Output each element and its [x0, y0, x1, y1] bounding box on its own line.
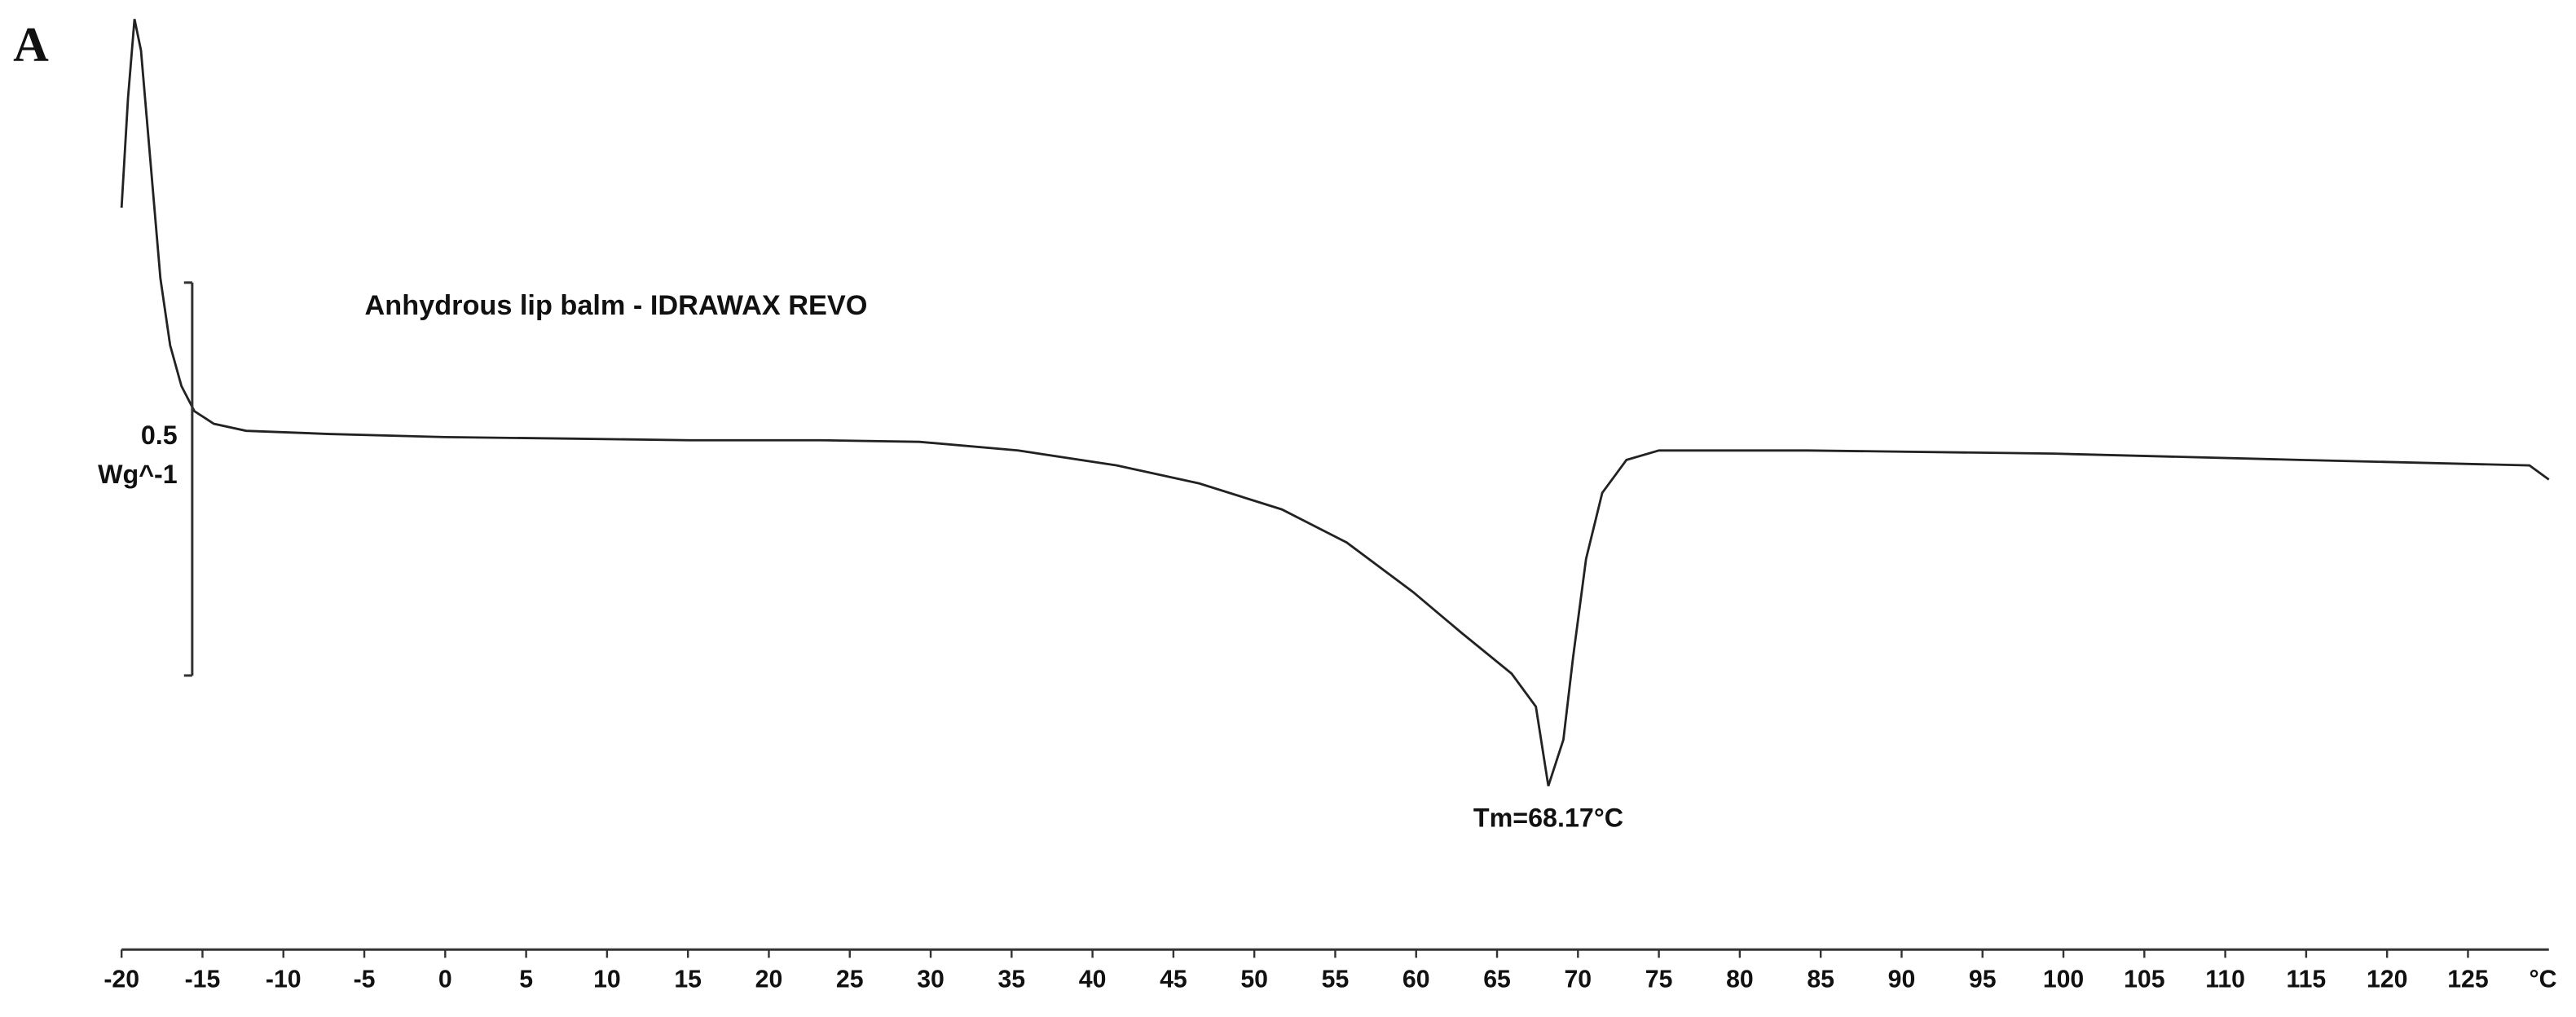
- panel-label: A: [13, 17, 49, 72]
- x-tick-label: 120: [2367, 966, 2407, 993]
- x-tick-label: 95: [1969, 966, 1997, 993]
- annotation: Tm=68.17°C: [1473, 803, 1623, 833]
- x-tick-label: 10: [593, 966, 621, 993]
- x-tick-label: 125: [2447, 966, 2488, 993]
- x-tick-label: -10: [266, 966, 302, 993]
- x-tick-label: 50: [1240, 966, 1268, 993]
- x-tick-label: 15: [674, 966, 702, 993]
- x-tick-label: 25: [836, 966, 864, 993]
- x-tick-label: 70: [1565, 966, 1592, 993]
- x-tick-label: 65: [1483, 966, 1511, 993]
- chart-title: Anhydrous lip balm - IDRAWAX REVO: [365, 290, 868, 321]
- x-tick-label: 40: [1079, 966, 1107, 993]
- x-tick-label: -20: [103, 966, 139, 993]
- x-tick-label: 35: [998, 966, 1026, 993]
- x-tick-label: 0: [438, 966, 452, 993]
- x-tick-label: 45: [1160, 966, 1187, 993]
- x-axis-label: °C: [2530, 966, 2557, 993]
- x-tick-label: 115: [2286, 966, 2326, 993]
- x-tick-label: 85: [1807, 966, 1834, 993]
- scale-bar-value: 0.5: [141, 420, 178, 450]
- x-tick-label: 55: [1322, 966, 1350, 993]
- x-tick-label: 80: [1726, 966, 1754, 993]
- x-tick-label: -15: [185, 966, 221, 993]
- x-tick-label: -5: [354, 966, 376, 993]
- scale-bar-unit: Wg^-1: [98, 460, 178, 489]
- x-tick-label: 5: [519, 966, 533, 993]
- x-tick-label: 110: [2205, 966, 2245, 993]
- x-tick-label: 30: [917, 966, 945, 993]
- x-tick-label: 100: [2043, 966, 2084, 993]
- x-tick-label: 75: [1645, 966, 1673, 993]
- curve: [120, 19, 2550, 786]
- x-tick-label: 60: [1402, 966, 1430, 993]
- x-tick-label: 105: [2124, 966, 2164, 993]
- x-tick-label: 20: [755, 966, 783, 993]
- x-tick-label: 90: [1888, 966, 1916, 993]
